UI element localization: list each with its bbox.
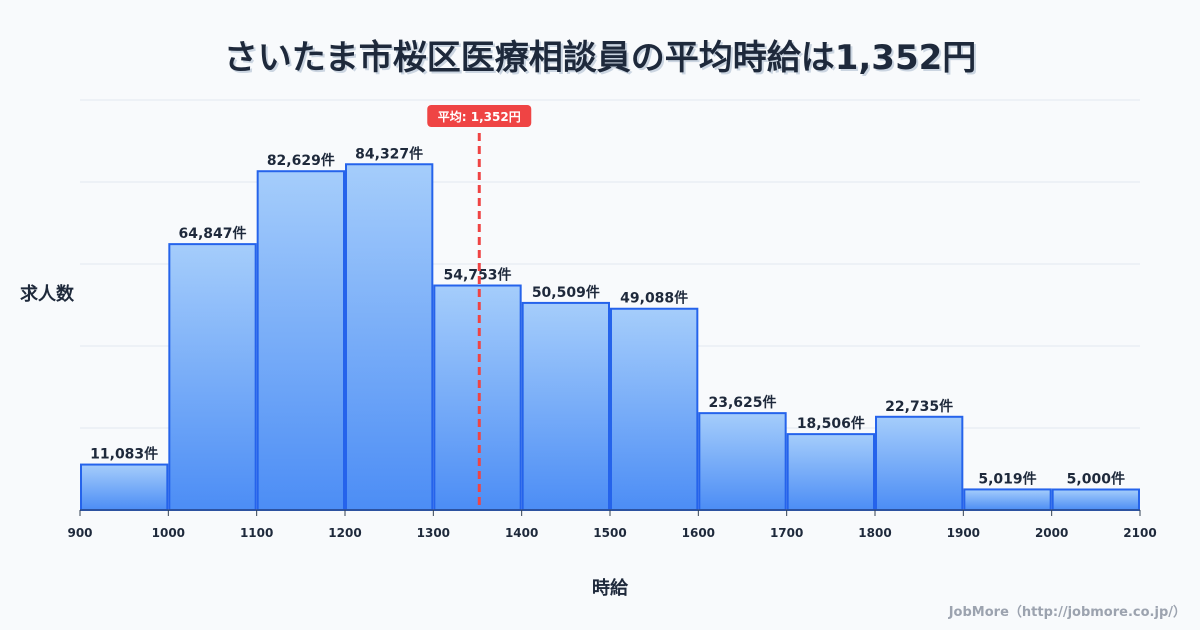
bar-value-label: 23,625件 (708, 394, 776, 411)
bar-value-label: 22,735件 (885, 398, 953, 415)
histogram-bar (786, 433, 876, 511)
x-tick-label: 1300 (417, 526, 450, 540)
histogram-bar (875, 415, 964, 511)
x-tick-label: 1500 (593, 526, 626, 540)
mean-badge (427, 105, 532, 127)
credit-text: JobMore（http://jobmore.co.jp/） (948, 605, 1186, 620)
x-axis-label: 時給 (592, 578, 628, 599)
bar-value-label: 5,000件 (1067, 471, 1125, 488)
x-tick-label: 1400 (505, 526, 538, 540)
histogram-bar (433, 284, 522, 511)
bar-value-label: 64,847件 (178, 225, 246, 242)
x-tick-label: 1900 (947, 526, 980, 540)
y-axis-label: 求人数 (20, 284, 74, 305)
histogram-bar (698, 412, 787, 512)
histogram-bar (168, 243, 257, 512)
histogram-bar (345, 163, 434, 511)
bar-value-label: 18,506件 (797, 415, 865, 432)
bar-value-label: 5,019件 (978, 470, 1036, 487)
histogram-bar (256, 170, 345, 511)
bar-value-label: 84,327件 (355, 145, 423, 162)
x-tick-label: 2100 (1123, 526, 1156, 540)
bar-value-label: 82,629件 (267, 152, 335, 169)
x-tick-label: 1600 (682, 526, 715, 540)
mean-label: 平均: 1,352円 (438, 109, 521, 124)
bar-value-label: 11,083件 (90, 446, 158, 463)
bar-value-label: 50,509件 (532, 284, 600, 301)
histogram-bar (80, 463, 169, 511)
bar-value-label: 49,088件 (620, 290, 688, 307)
x-tick-label: 1100 (240, 526, 273, 540)
x-tick-label: 1800 (858, 526, 891, 540)
x-tick-label: 1200 (328, 526, 361, 540)
x-tick-label: 900 (67, 526, 92, 540)
histogram-bar (1051, 488, 1140, 511)
histogram-bar (963, 488, 1052, 511)
histogram-bar (610, 307, 699, 511)
x-tick-label: 1700 (770, 526, 803, 540)
x-tick-label: 2000 (1035, 526, 1068, 540)
histogram-bar (521, 301, 611, 511)
x-tick-label: 1000 (152, 526, 185, 540)
bar-value-label: 54,753件 (443, 267, 511, 284)
chart-title: さいたま市桜区医療相談員の平均時給は1,352円 (223, 38, 977, 78)
